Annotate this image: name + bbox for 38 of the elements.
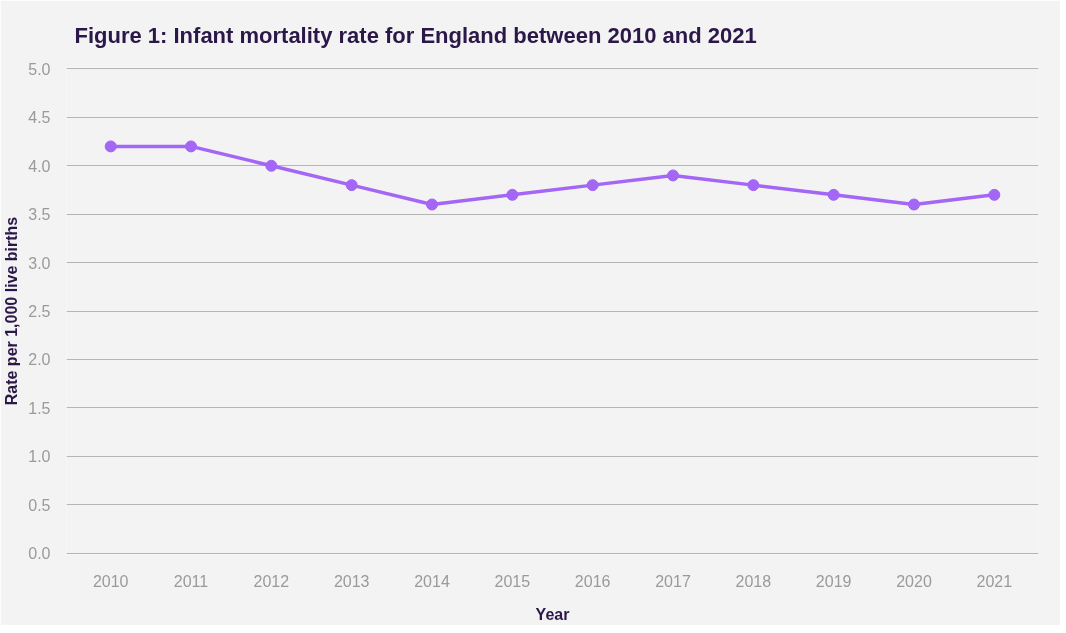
point [426,198,438,211]
point [345,179,358,192]
y-axis-title: Rate per 1,000 live births [3,216,21,406]
x-tick-label: 2019 [815,572,852,590]
y-tick-label: 3.5 [28,206,51,224]
point [667,169,679,182]
y-tick-label: 4.5 [28,109,51,127]
x-tick-label: 2021 [976,572,1013,590]
point [827,188,840,201]
point [747,179,760,192]
point [907,198,920,211]
y-tick-label: 2.5 [28,303,51,320]
y-tick-label: 3.0 [28,254,51,272]
x-tick-label: 2017 [655,572,691,590]
x-tick-label: 2018 [735,572,772,590]
point [104,140,117,153]
x-tick-label: 2015 [494,572,531,590]
x-tick-label: 2010 [92,572,129,590]
x-tick-label: 2013 [333,572,370,590]
x-tick-label: 2012 [253,572,290,590]
y-tick-label: 1.5 [28,399,51,417]
x-tick-label: 2020 [896,572,932,590]
point [185,140,198,153]
y-tick-label: 0.5 [28,496,51,514]
point [265,159,278,172]
x-tick-label: 2014 [414,572,450,590]
point [506,188,519,201]
y-tick-label: 0.0 [28,545,51,563]
y-tick-label: 4.0 [28,157,51,175]
point [988,188,1001,201]
point [586,179,599,192]
y-tick-label: 2.0 [28,351,51,369]
y-tick-label: 1.0 [28,448,51,466]
y-tick-label: 5.0 [28,60,51,78]
chart-title: Figure 1: Infant mortality rate for England between 2010 and 2021 [74,22,757,48]
x-tick-label: 2016 [574,572,611,590]
x-tick-label: 2011 [173,572,209,590]
x-axis-title: Year [535,605,570,623]
